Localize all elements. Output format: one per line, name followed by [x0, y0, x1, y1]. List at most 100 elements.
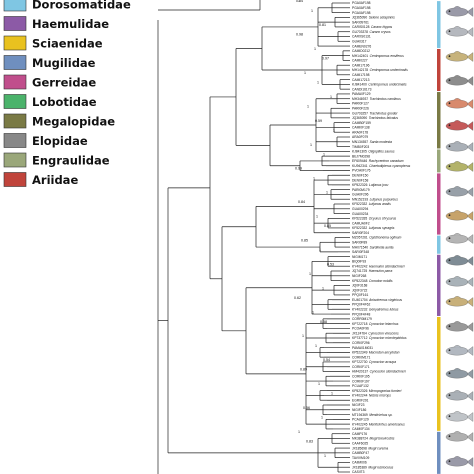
tip-accession: PCOA0F96: [352, 327, 369, 331]
tip-label: CAMI17198: [352, 73, 370, 77]
tip-label: KP722718 Cynoscion leiarchus: [352, 322, 399, 326]
family-strip: [437, 1, 441, 48]
tip-species: Centropomus undecimalis: [368, 83, 406, 87]
tip-accession: PGA0AF198: [352, 1, 371, 5]
tip-accession: PGA0AF198: [352, 11, 371, 15]
tip-label: BEJ7M0298: [352, 154, 370, 158]
bootstrap-value: 0.89: [300, 368, 307, 372]
tip-accession: PPQ0F161: [352, 293, 368, 297]
legend-swatch: [3, 35, 27, 51]
tip-label: KU942341 Chaetodipterus cyanopterus: [352, 164, 411, 168]
tip-accession: KP737712: [352, 336, 368, 340]
tip-accession: MT194369: [352, 413, 368, 417]
tip-accession: KP522349: [352, 351, 368, 355]
tip-label: MH071540 Sardinella aurita: [352, 245, 394, 249]
tip-species: Opisthonema oglinum: [369, 236, 401, 240]
bootstrap-value: 0.97: [322, 57, 329, 61]
tip-accession: MZ057261: [352, 236, 368, 240]
tip-accession: CASIIT3: [352, 470, 365, 474]
bootstrap-value: 1: [298, 0, 300, 3]
tip-label: EU401704 Anisotremus virginicus: [352, 298, 402, 302]
tip-label: KP522326 Micropogonias furnieri: [352, 389, 402, 393]
tip-label: CAMB0F159: [352, 121, 371, 125]
tip-species: Mugil rubrioculus: [368, 465, 393, 469]
tip-label: EF609446 Rachycentron canadum: [352, 159, 404, 163]
tip-accession: PCAUF129: [352, 418, 369, 422]
tip-species: Trachinotus goodei: [369, 111, 397, 115]
tip-accession: KP722730: [352, 360, 368, 364]
legend-label: Haemulidae: [32, 17, 109, 31]
tip-accession: PARI0F127: [352, 102, 369, 106]
tip-label: PARI0F127: [352, 102, 369, 106]
tip-accession: CORI0F171: [352, 365, 370, 369]
tip-accession: GUA00234: [352, 212, 368, 216]
tip-label: KY402245 Menticirrhus americanus: [352, 422, 405, 426]
tip-accession: GU703257: [352, 111, 368, 115]
bootstrap-value: 1: [317, 81, 319, 85]
tip-label: KJ841305 Oligoplites saurus: [352, 150, 395, 154]
bootstrap-value: 1: [323, 152, 325, 156]
tip-accession: JQ741725: [352, 269, 367, 273]
tip-label: CAMP176: [352, 432, 367, 436]
bootstrap-value: 1: [315, 344, 317, 348]
tip-label: KP522349 Macrodon ancylodon: [352, 351, 400, 355]
tip-label: SARI0F348: [352, 250, 369, 254]
tip-accession: NIGIF23: [352, 403, 365, 407]
tip-label: NIGIF186: [352, 408, 366, 412]
tip-label: CAMEN0276: [352, 44, 371, 48]
tip-accession: CORI0F195: [352, 374, 370, 378]
tip-label: JX185698 Mugil curema: [352, 446, 388, 450]
tip-label: CASIIT3: [352, 470, 365, 474]
tree-branches: [157, 0, 350, 474]
bootstrap-value: 0.85: [324, 224, 331, 228]
tip-species: Lutjanus jocu: [369, 183, 389, 187]
bootstrap-value: 0.98: [296, 33, 303, 37]
tip-accession: CAMB0F159: [352, 121, 371, 125]
legend-swatch: [3, 172, 27, 187]
tip-label: KP722730 Cynoscion acoupa: [352, 360, 396, 364]
tip-label: KF522332 Lutjanus synagris: [352, 226, 395, 230]
fish-icon: [445, 186, 474, 197]
tip-label: GUA00234: [352, 212, 368, 216]
legend-label: Elopidae: [32, 134, 88, 148]
tip-label: JX185389 Mugil rubrioculus: [352, 465, 394, 469]
tip-label: JQ741725 Haemulon parra: [352, 269, 393, 273]
tip-label: KP522348 Conodon nobilis: [352, 279, 393, 283]
tip-accession: ARA0F178: [352, 130, 368, 134]
tip-accession: CAMI0F138: [352, 126, 370, 130]
tip-label: SARI0F204: [352, 231, 369, 235]
tip-label: CAMUA0F2: [352, 221, 370, 225]
tip-species: Lutjanus analis: [369, 202, 391, 206]
fish-icon: [445, 51, 474, 62]
tip-species: Conodon nobilis: [369, 279, 393, 283]
fish-icon: [445, 233, 474, 244]
tip-accession: NIGIF186: [352, 408, 366, 412]
tip-label: JQ365090 Trachinotus falcatus: [352, 116, 398, 120]
tip-species: Cynoscion virescens: [368, 331, 399, 335]
tip-label: KY402242 Haemulon steindachneri: [352, 264, 405, 268]
tip-accession: NIGIF268: [352, 274, 366, 278]
fish-icon: [445, 98, 474, 109]
fish-icon: [445, 255, 474, 266]
tip-species: Caranx crysos: [369, 30, 390, 34]
tip-label: NIGIM171: [352, 255, 367, 259]
tip-species: Rachycentron canadum: [369, 159, 404, 163]
fish-icon: [445, 411, 474, 422]
tip-accession: KY402242: [352, 264, 368, 268]
tip-accession: EU401704: [352, 298, 368, 302]
tip-species: Mugil brevirostris: [369, 437, 394, 441]
tip-accession: PAMA01M031: [352, 346, 373, 350]
tip-accession: JQ0F3722: [352, 288, 368, 292]
tip-label: PCOA0F96: [352, 327, 369, 331]
tip-accession: MH071540: [352, 245, 368, 249]
fish-icon: [445, 26, 474, 37]
tip-species: Chaetodipterus cyanopterus: [369, 164, 411, 168]
tip-accession: GUA0F296: [352, 193, 369, 197]
bootstrap-value: 1: [311, 9, 313, 13]
bootstrap-value: 0.83: [306, 439, 313, 443]
legend-swatch: [3, 0, 27, 12]
bootstrap-value: 1: [309, 272, 311, 276]
